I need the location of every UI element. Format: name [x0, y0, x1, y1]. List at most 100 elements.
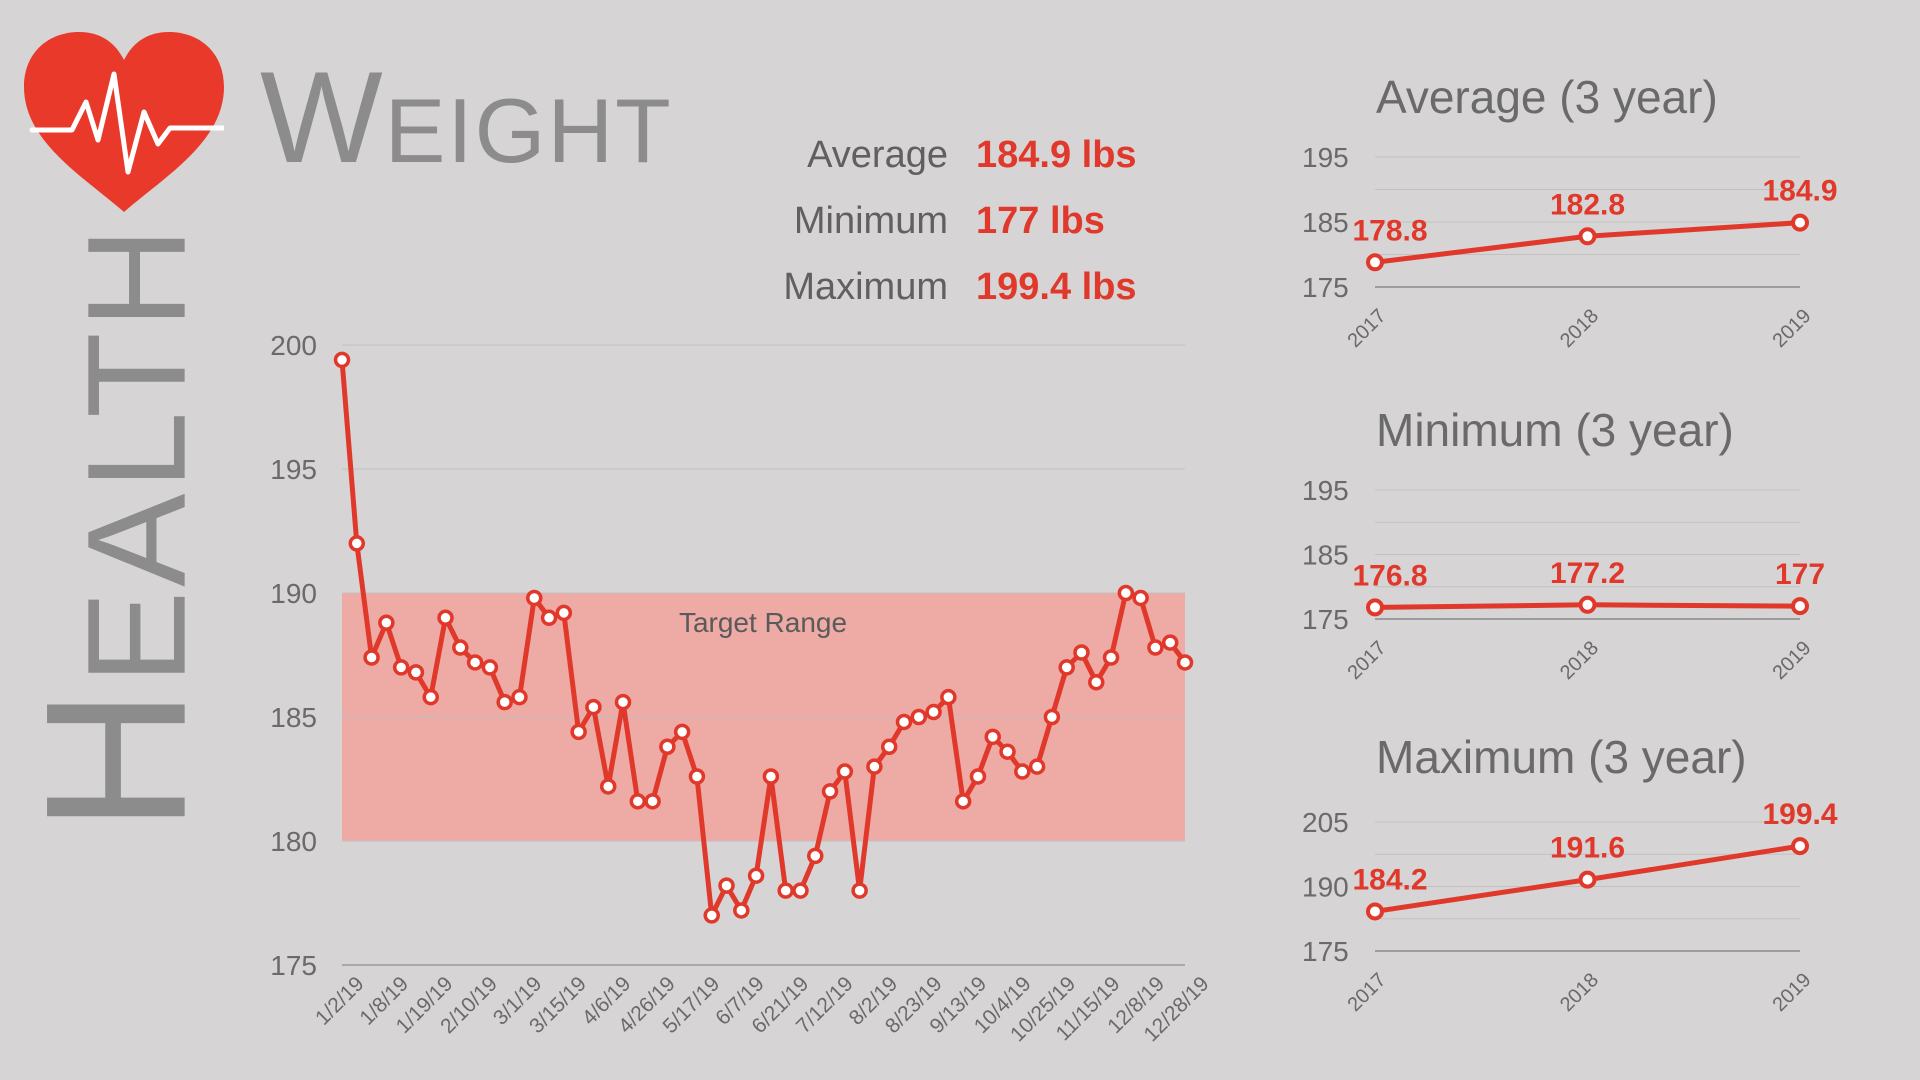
x-tick-label: 9/13/19	[925, 972, 991, 1038]
side-title: Health	[5, 223, 229, 833]
data-point	[866, 758, 883, 775]
data-point	[821, 783, 839, 800]
target-range-label: Target Range	[679, 607, 847, 638]
data-point	[1117, 584, 1135, 602]
data-point	[807, 847, 824, 865]
x-tick-label: 4/26/19	[614, 972, 680, 1038]
stat-minimum-value: 177 lbs	[976, 200, 1105, 242]
data-point	[777, 882, 794, 899]
data-point	[910, 708, 928, 726]
data-label: 191.6	[1550, 832, 1625, 865]
data-point	[496, 693, 513, 711]
page-title: Weight	[260, 44, 673, 190]
data-point	[540, 609, 558, 627]
data-label: 182.8	[1550, 188, 1625, 221]
y-tick-label: 180	[270, 826, 317, 857]
data-point	[984, 728, 1001, 746]
data-point	[954, 793, 972, 810]
data-point	[1578, 870, 1597, 889]
series-line	[1374, 220, 1801, 265]
data-point	[363, 649, 380, 666]
x-tick-label: 2/10/19	[436, 972, 502, 1038]
data-point	[792, 882, 809, 899]
data-point	[999, 743, 1016, 760]
data-point	[762, 768, 780, 785]
data-point	[1578, 595, 1597, 614]
x-tick-label: 6/21/19	[747, 972, 813, 1038]
data-point	[570, 723, 587, 741]
data-point	[718, 877, 735, 894]
y-tick-label: 190	[1302, 872, 1349, 903]
data-point	[333, 351, 351, 369]
data-label: 177.2	[1550, 557, 1625, 590]
data-point	[526, 589, 543, 607]
y-tick-label: 200	[270, 330, 317, 361]
x-tick-label: 8/2/19	[845, 972, 903, 1030]
data-point	[733, 902, 750, 919]
x-tick-label: 4/6/19	[578, 972, 636, 1030]
x-tick-label: 10/25/19	[1006, 972, 1080, 1046]
x-tick-label: 8/23/19	[881, 972, 947, 1038]
x-tick-label: 10/4/19	[970, 972, 1036, 1038]
series-line	[1374, 843, 1801, 914]
data-point	[851, 882, 868, 899]
target-range-band	[342, 593, 1185, 841]
stat-average-label: Average	[807, 134, 948, 176]
data-point	[1161, 634, 1179, 651]
y-tick-label: 185	[270, 702, 317, 733]
data-point	[880, 738, 898, 756]
y-tick-label: 175	[270, 950, 317, 981]
data-point	[1791, 213, 1809, 232]
data-point	[585, 698, 602, 716]
stat-maximum-label: Maximum	[783, 266, 948, 308]
stat-average-value: 184.9 lbs	[976, 134, 1137, 176]
small-chart-title-maximum: Maximum (3 year)	[1376, 731, 1747, 783]
data-point	[1366, 253, 1384, 272]
x-tick-label: 2017	[1344, 637, 1391, 684]
small-chart-title-minimum: Minimum (3 year)	[1376, 404, 1734, 456]
data-point	[1088, 674, 1105, 691]
x-tick-label: 2019	[1769, 305, 1816, 352]
data-point	[629, 793, 647, 810]
data-point	[703, 907, 720, 924]
data-label: 184.9	[1762, 175, 1837, 208]
x-tick-label: 2019	[1769, 637, 1816, 684]
data-point	[1176, 654, 1194, 671]
x-tick-label: 3/15/19	[525, 972, 591, 1038]
data-label: 199.4	[1762, 798, 1837, 831]
x-tick-label: 2018	[1556, 637, 1603, 684]
data-point	[747, 867, 765, 884]
data-point	[969, 768, 987, 785]
data-label: 177	[1775, 558, 1825, 591]
y-tick-label: 195	[1302, 142, 1349, 173]
data-point	[895, 713, 913, 731]
data-point	[1043, 708, 1061, 726]
data-point	[1791, 837, 1809, 856]
data-point	[1028, 758, 1046, 775]
y-tick-label: 185	[1302, 207, 1349, 238]
data-point	[378, 614, 395, 632]
x-tick-label: 2017	[1344, 969, 1391, 1016]
x-tick-label: 3/1/19	[489, 972, 547, 1030]
data-point	[348, 535, 366, 552]
data-point	[392, 659, 410, 676]
data-point	[437, 609, 454, 627]
small-chart-title-average: Average (3 year)	[1376, 71, 1718, 123]
x-tick-label: 12/28/19	[1139, 972, 1213, 1046]
data-point	[614, 693, 632, 711]
y-tick-label: 175	[1302, 272, 1349, 303]
x-tick-label: 1/19/19	[392, 972, 458, 1038]
data-point	[1578, 227, 1597, 246]
data-point	[1366, 598, 1384, 617]
data-label: 178.8	[1352, 214, 1427, 247]
data-point	[1058, 659, 1075, 676]
data-point	[836, 763, 854, 780]
x-tick-label: 1/2/19	[311, 972, 369, 1030]
stat-minimum-label: Minimum	[793, 200, 948, 242]
data-point	[940, 688, 957, 706]
stat-maximum-value: 199.4 lbs	[976, 266, 1137, 308]
y-tick-label: 175	[1302, 604, 1349, 635]
data-point	[1102, 649, 1120, 666]
x-tick-label: 2018	[1556, 305, 1603, 352]
data-point	[1147, 639, 1164, 656]
